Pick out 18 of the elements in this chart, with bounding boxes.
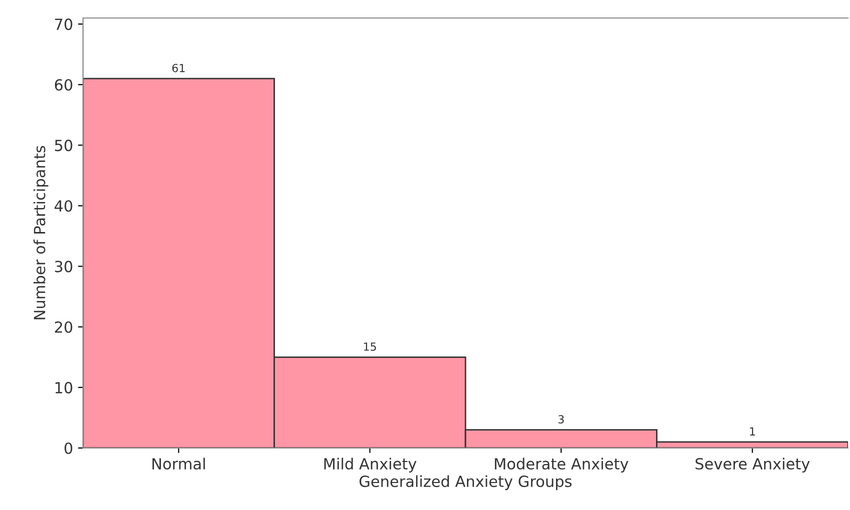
y-axis-title: Number of Participants [33,146,48,320]
x-tick-label: Mild Anxiety [324,458,416,473]
data-label: 3 [558,415,564,424]
x-axis-title: Generalized Anxiety Groups [360,475,572,490]
y-tick-label: 10 [56,382,72,394]
y-tick-label: 50 [55,140,72,152]
y-tick-label: 40 [54,200,72,212]
y-tick-label: 60 [54,79,72,91]
x-tick-label: Normal [152,458,205,470]
data-label: 61 [172,64,185,72]
x-tick-label: Severe Anxiety [696,458,810,473]
y-tick-label: 70 [55,18,72,30]
x-tick-label: Moderate Anxiety [494,458,628,473]
data-label: 15 [364,342,376,351]
y-tick-label: 0 [64,442,72,454]
y-tick-label: 30 [55,260,72,272]
data-label: 1 [750,427,755,436]
y-tick-label: 20 [54,321,72,333]
